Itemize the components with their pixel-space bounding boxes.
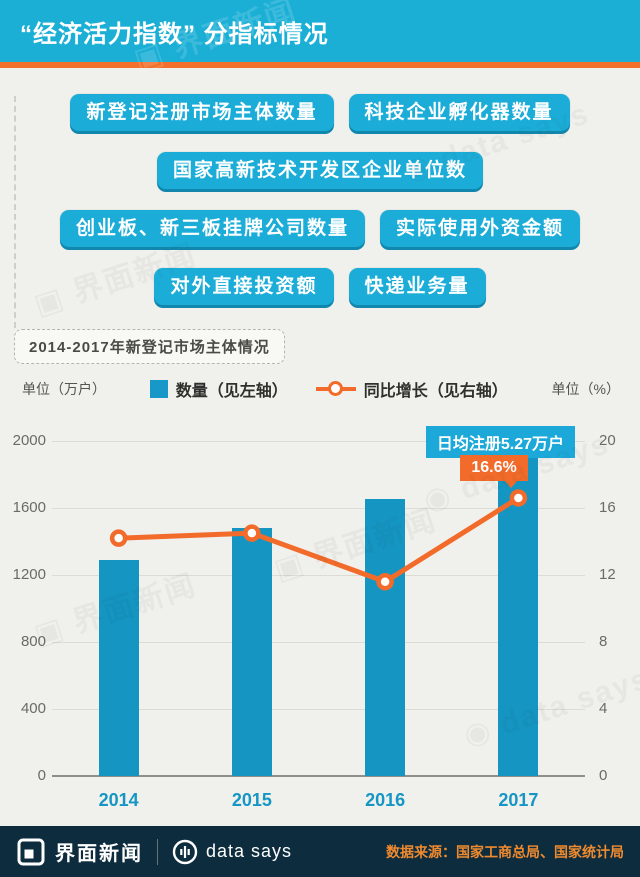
- bar-swatch-icon: [149, 380, 168, 398]
- indicator-row: 国家高新技术开发区企业单位数: [0, 152, 640, 189]
- right-axis-tick: 0: [599, 767, 608, 784]
- left-axis-tick: 0: [37, 767, 46, 784]
- right-axis-tick: 16: [599, 499, 616, 516]
- bar-2017: [498, 453, 539, 776]
- legend-line-label: 同比增长（见右轴）: [363, 383, 508, 400]
- indicator-button[interactable]: 对外直接投资额: [154, 268, 334, 305]
- growth-line: [109, 489, 528, 591]
- right-axis-tick: 20: [599, 432, 616, 449]
- x-axis-line: [52, 775, 585, 777]
- bar-2015: [231, 528, 272, 776]
- chart-legend: 数量（见左轴） 同比增长（见右轴）: [106, 377, 552, 401]
- indicator-button[interactable]: 新登记注册市场主体数量: [70, 94, 334, 131]
- indicator-button[interactable]: 科技企业孵化器数量: [348, 94, 570, 131]
- line-swatch-icon: [315, 380, 356, 398]
- bar-2016: [365, 499, 406, 776]
- page-title: “经济活力指数” 分指标情况: [20, 20, 329, 48]
- datasays-icon: [172, 839, 198, 864]
- header: “经济活力指数” 分指标情况: [0, 0, 640, 62]
- x-axis-label: 2014: [98, 790, 139, 810]
- indicator-row: 创业板、新三板挂牌公司数量 实际使用外资金额: [0, 210, 640, 247]
- jiemian-brand: 界面新闻: [16, 837, 143, 867]
- brand-name: 界面新闻: [55, 843, 143, 865]
- right-axis-tick: 4: [599, 700, 608, 717]
- bar-line-chart: 0 0 400 4 800 8 1200 12 1600 16 2000 20 2014 2015 2016…: [0, 426, 640, 819]
- right-axis-tick: 8: [599, 633, 608, 650]
- bar-2014: [98, 559, 139, 776]
- left-axis-unit: 单位（万户）: [22, 381, 106, 397]
- gridline: [52, 709, 585, 710]
- accent-strip: [0, 62, 640, 68]
- x-axis-label: 2016: [365, 790, 406, 810]
- indicator-button[interactable]: 创业板、新三板挂牌公司数量: [59, 210, 365, 247]
- x-axis-label: 2015: [231, 790, 272, 810]
- legend-bar-label: 数量（见左轴）: [175, 383, 288, 400]
- footer: 界面新闻 data says 数据来源：国家工商总局、国家统计局: [0, 826, 640, 877]
- gridline: [52, 642, 585, 643]
- legend-item-line: 同比增长（见右轴）: [315, 377, 508, 401]
- indicator-button[interactable]: 国家高新技术开发区企业单位数: [156, 152, 483, 189]
- indicator-button[interactable]: 实际使用外资金额: [380, 210, 581, 247]
- annotation-daily-registration: 日均注册5.27万户: [425, 426, 575, 465]
- left-axis-tick: 1600: [12, 499, 46, 516]
- datasays-brand: data says: [172, 839, 292, 865]
- gridline: [52, 441, 585, 442]
- left-axis-tick: 1200: [12, 566, 46, 583]
- datasays-label: data says: [206, 841, 293, 861]
- right-axis-tick: 12: [599, 566, 616, 583]
- jiemian-logo-icon: [17, 838, 45, 865]
- indicator-buttons: 新登记注册市场主体数量 科技企业孵化器数量 国家高新技术开发区企业单位数 创业板、新三…: [0, 94, 640, 305]
- legend-row: 单位（万户） 数量（见左轴） 同比增长（见右轴） 单位（%）: [22, 377, 620, 401]
- indicator-button[interactable]: 快递业务量: [348, 268, 486, 305]
- data-source: 数据来源：国家工商总局、国家统计局: [386, 843, 624, 860]
- left-axis-tick: 800: [20, 633, 46, 650]
- left-axis-tick: 2000: [12, 432, 46, 449]
- left-axis-tick: 400: [20, 700, 46, 717]
- indicator-row: 对外直接投资额 快递业务量: [0, 268, 640, 305]
- chart-subtitle: 2014-2017年新登记市场主体情况: [14, 329, 285, 364]
- indicator-row: 新登记注册市场主体数量 科技企业孵化器数量: [0, 94, 640, 131]
- decorative-dashed-line: [14, 96, 16, 328]
- subtitle-wrap: 2014-2017年新登记市场主体情况: [14, 329, 640, 364]
- legend-item-bars: 数量（见左轴）: [149, 377, 288, 401]
- annotation-growth-2017: 16.6%: [460, 454, 528, 488]
- line-point-2014: [109, 529, 128, 547]
- x-axis-label: 2017: [498, 790, 539, 810]
- right-axis-unit: 单位（%）: [551, 381, 620, 397]
- footer-divider: [157, 838, 158, 865]
